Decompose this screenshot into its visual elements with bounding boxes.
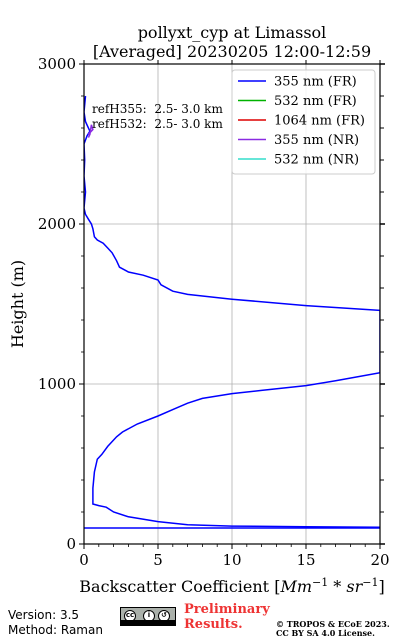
y-tick-label: 2000 bbox=[38, 215, 76, 233]
chart-title: pollyxt_cyp at Limassol bbox=[138, 23, 327, 42]
x-tick-label: 0 bbox=[79, 551, 89, 569]
x-tick-label: 10 bbox=[222, 551, 241, 569]
y-axis-label: Height (m) bbox=[8, 260, 27, 348]
chart-subtitle: [Averaged] 20230205 12:00-12:59 bbox=[93, 42, 371, 61]
license-line-1: © TROPOS & ECoE 2023. bbox=[276, 619, 390, 629]
license-line-2: CC BY SA 4.0 License. bbox=[276, 628, 375, 638]
y-tick-label: 1000 bbox=[38, 375, 76, 393]
license-note: © TROPOS & ECoE 2023. CC BY SA 4.0 Licen… bbox=[276, 620, 390, 638]
x-tick-label: 15 bbox=[296, 551, 315, 569]
method-text: Method: Raman bbox=[8, 623, 103, 637]
legend-label-2: 1064 nm (FR) bbox=[274, 114, 365, 129]
x-tick-label: 5 bbox=[153, 551, 163, 569]
preliminary-line-2: Results. bbox=[184, 617, 243, 632]
legend-label-4: 532 nm (NR) bbox=[274, 153, 359, 168]
legend-label-0: 355 nm (FR) bbox=[274, 75, 357, 90]
ticks: 0 5 10 15 20 0 1000 2000 3000 bbox=[38, 55, 390, 569]
backscatter-chart: pollyxt_cyp at Limassol [Averaged] 20230… bbox=[8, 23, 390, 596]
y-tick-label: 3000 bbox=[38, 55, 76, 73]
legend: 355 nm (FR) 532 nm (FR) 1064 nm (FR) 355 nm… bbox=[231, 69, 376, 175]
legend-label-1: 532 nm (FR) bbox=[274, 94, 357, 109]
annotation-refh355: refH355: 2.5- 3.0 km bbox=[92, 102, 223, 116]
preliminary-results-note: Preliminary Results. bbox=[184, 602, 270, 632]
x-axis-label: Backscatter Coefficient [Mm−1 * sr−1] bbox=[79, 576, 384, 596]
series-line-3 bbox=[87, 124, 94, 138]
y-tick-label: 0 bbox=[66, 535, 76, 553]
legend-box bbox=[231, 69, 376, 175]
x-tick-label: 20 bbox=[370, 551, 389, 569]
preliminary-line-1: Preliminary bbox=[184, 602, 270, 617]
cc-license-logo: cc i ↺ bbox=[120, 607, 176, 626]
legend-label-3: 355 nm (NR) bbox=[274, 133, 359, 148]
version-text: Version: 3.5 bbox=[8, 608, 80, 622]
annotation-refh532: refH532: 2.5- 3.0 km bbox=[92, 117, 223, 131]
